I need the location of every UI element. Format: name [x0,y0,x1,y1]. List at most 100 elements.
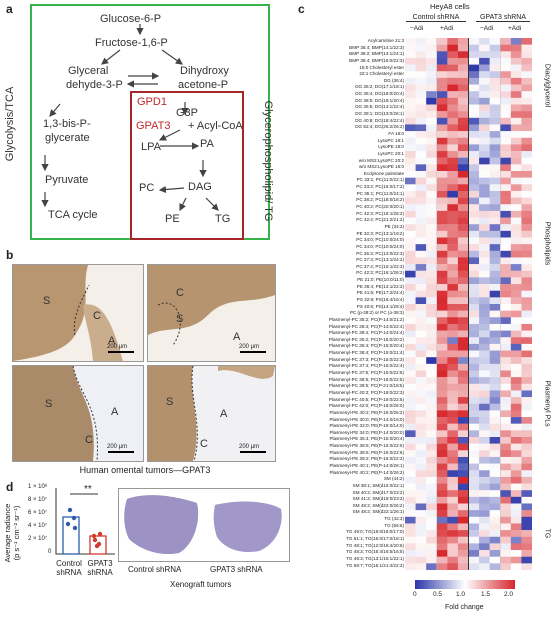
row-label: PS 40:5; PS(14:1/26:4) [356,303,404,309]
heatmap-cell [415,164,427,172]
heatmap-cell [426,250,437,258]
heatmap-cell [415,38,427,45]
heatmap-cell [447,124,459,132]
heatmap-cell [500,111,512,118]
heatmap-cell [436,144,448,152]
heatmap-cell [405,543,416,551]
heatmap-cell [426,244,437,251]
heatmap-cell [447,157,459,165]
heatmap-cell [500,503,512,511]
heatmap-cell [468,144,480,152]
heatmap-cell [479,304,490,311]
heatmap-cell [521,523,532,531]
row-label: Plasmenyl-PC 36:4; PC(P-15:0/21:4) [328,350,404,356]
row-label: PC 33:2; PC(16:0/17:2) [356,184,404,190]
x-cat-control-line1: Control [56,559,82,568]
heatmap-cell [415,350,427,358]
heatmap-cell [468,184,480,192]
heatmap-cell [447,510,459,517]
heatmap-cell [479,550,490,557]
heatmap-cell [405,51,416,59]
node-gly3p-2: dehyde-3-P [66,79,123,91]
heatmap-cell [510,91,522,99]
heatmap-cell [436,390,448,398]
heatmap-cell [479,437,490,444]
heatmap-cell [405,523,416,531]
heatmap-cell [415,131,427,138]
heatmap-cell [436,124,448,132]
heatmap-cell [415,144,427,152]
heatmap-cell [405,184,416,192]
heatmap-cell [489,224,501,232]
heatmap-cell [436,97,448,105]
heatmap-cell [405,38,416,45]
heatmap-cell [457,244,469,251]
heatmap-cell [479,476,490,484]
heatmap-cell [436,64,448,72]
row-label: Plasmenyl-PC 35:2; PC(P-15:0/20:2) [328,336,404,342]
heatmap-cell [457,137,469,145]
heatmap-cell [405,57,416,65]
heatmap-cell [426,490,437,498]
heatmap-cell [447,217,459,225]
heatmap-cell [447,164,459,172]
heatmap-cell [447,151,459,158]
heatmap-cell [457,490,469,498]
heatmap-cell [500,317,512,325]
heatmap-cell [405,290,416,298]
heatmap-cell [415,530,427,537]
heatmap-cell [426,157,437,165]
heatmap-cell [447,377,459,384]
heatmap-cell [415,71,427,79]
heatmap-cell [457,144,469,152]
heatmap-cell [415,483,427,491]
heatmap-cell [521,190,532,198]
row-label: Plasmenyl-PC 40:3; PC(P-18:0/22:3) [328,389,404,395]
heatmap-cell [447,310,459,318]
heatmap-cell [405,297,416,305]
heatmap-cell [436,330,448,338]
heatmap-cell [426,476,437,484]
heatmap-cell [426,57,437,65]
heatmap-cell [405,117,416,125]
heatmap-cell [500,177,512,185]
heatmap-cell [500,483,512,491]
heatmap-cell [468,250,480,258]
heatmap-cell [457,284,469,291]
heatmap-cell [500,297,512,305]
heatmap-cell [405,124,416,132]
heatmap-cell [489,217,501,225]
heatmap-cell [489,510,501,517]
node-gly3p-1: Glyceral [68,65,109,77]
heatmap-cell [500,357,512,365]
heatmap-cell [510,456,522,464]
heatmap-cell [468,164,480,172]
heatmap-cell [415,430,427,438]
row-label: PE (34:2) [384,223,404,229]
heatmap-cell [500,330,512,338]
heatmap-cell [500,131,512,138]
heatmap-cell [510,277,522,285]
heatmap-cell [447,244,459,251]
heatmap-cell [436,230,448,238]
heatmap-cell [468,443,480,451]
heatmap-cell [447,277,459,285]
heatmap-cell [436,510,448,517]
colorbar [415,580,515,589]
heatmap-cell [426,437,437,444]
heatmap-cell [510,197,522,205]
heatmap-cell [457,437,469,444]
row-label: Plasmenyl-PC 38:4; PC(P-14:0/24:4) [328,330,404,336]
heatmap-cell [426,470,437,478]
heatmap-cell [436,550,448,557]
heatmap-cell [426,230,437,238]
heatmap-cell [479,337,490,345]
heatmap-cell [500,210,512,218]
heatmap-cell [405,383,416,391]
heatmap-cell [405,230,416,238]
heatmap-cell [489,470,501,478]
heatmap-cell [426,417,437,424]
row-label: SM 40:2; SM(d17:0/23:2) [352,489,404,495]
heatmap-cell [415,496,427,504]
row-label: Plasmenyl-PC 39:5; PC(P-21:0/18:5) [328,383,404,389]
